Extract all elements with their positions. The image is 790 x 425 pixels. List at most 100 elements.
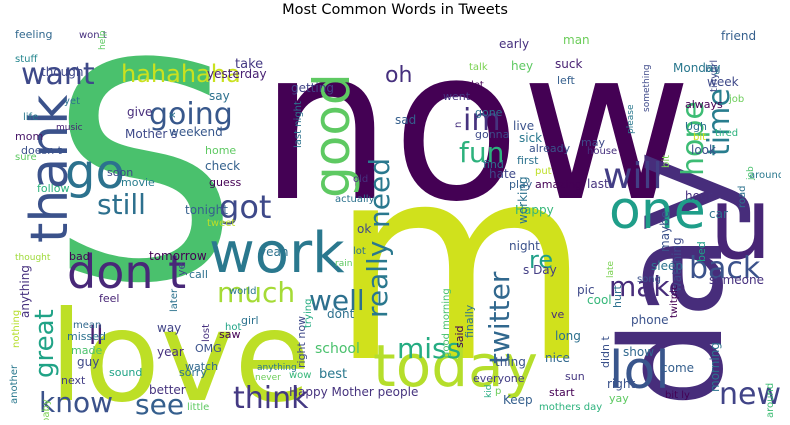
word-phone: phone	[631, 313, 669, 327]
word-stuff: stuff	[15, 54, 38, 65]
word-thank: thank	[20, 95, 80, 243]
word-rain: rain	[335, 259, 352, 269]
word-love: love	[49, 285, 311, 420]
word-please: please	[626, 104, 636, 134]
word-suck: suck	[555, 57, 582, 71]
word-yesterday: yesterday	[207, 67, 267, 81]
word-day: day	[592, 150, 755, 408]
vertical-word-layer: help nothing anything another ye later l…	[9, 30, 776, 420]
word-finish: find	[483, 158, 504, 171]
word-go: go	[65, 144, 125, 200]
word-bit: bit	[693, 132, 706, 143]
word-much: much	[217, 276, 295, 309]
word-sorry: sorry	[179, 366, 207, 379]
word-still: still	[97, 188, 146, 221]
word-world: world	[229, 286, 257, 297]
word-Happy-Mother-people: Happy Mother people	[289, 385, 418, 399]
word-put: put	[535, 166, 552, 177]
word-night: night	[509, 239, 540, 253]
word-job: job	[746, 166, 756, 181]
word-new: new	[719, 377, 781, 412]
word-bed: bed	[695, 241, 708, 262]
word-watching: watching	[670, 237, 684, 292]
word-right: right	[607, 377, 635, 391]
word-work: work	[209, 221, 345, 286]
word-hate: hate	[489, 167, 516, 181]
word-yet: yet	[64, 96, 80, 107]
word-week: week	[707, 75, 739, 89]
word-give: give	[127, 105, 152, 119]
word-going: going	[149, 97, 233, 132]
word-little: little	[187, 402, 209, 413]
word-lol: lol	[609, 341, 670, 401]
word-soon-2: job	[728, 94, 744, 105]
word-friend: friend	[721, 29, 756, 43]
word-gonna: gonna	[475, 128, 509, 141]
word-getting: getting	[291, 81, 334, 95]
word-feeling: feeling	[15, 28, 52, 41]
word-come: come	[661, 361, 694, 375]
word-early: early	[499, 37, 529, 51]
word-may: may	[581, 136, 605, 149]
word-went: went	[443, 90, 471, 103]
word-working: working	[516, 176, 530, 224]
word-x: x	[167, 112, 178, 118]
word-good: good	[303, 73, 361, 198]
word-im: im	[463, 103, 501, 138]
word-talk: talk	[469, 62, 488, 73]
word-bit-v: bit	[661, 155, 672, 168]
word-dont: dont	[327, 307, 355, 321]
word-see: see	[135, 388, 184, 420]
word-re: re	[529, 246, 553, 274]
word-made: made	[71, 344, 102, 357]
word-first: first	[517, 154, 539, 167]
word-mothers-day: mothers day	[539, 402, 602, 413]
word-lost: lost	[201, 324, 212, 342]
word-hour: hour	[685, 189, 713, 203]
word-someone: someone	[709, 273, 764, 287]
word-tonight: tonight	[185, 203, 228, 217]
small-word-layer: feeling won t stuff though yet life musi…	[15, 28, 781, 413]
word-bad: bad	[69, 250, 90, 263]
word-tinyurl: tinyurl	[709, 60, 720, 92]
word-car: car	[709, 207, 728, 221]
word-baby: baby	[41, 399, 52, 420]
word-nothing: nothing	[11, 310, 22, 348]
word-show: show	[623, 345, 654, 359]
word-right-now: right now	[295, 316, 308, 368]
word-take: take	[235, 57, 263, 72]
word-let: let	[471, 80, 484, 91]
word-next: next	[61, 374, 86, 387]
word-always: always	[685, 98, 723, 111]
word-thought: thought	[15, 253, 51, 263]
word-already: already	[529, 142, 571, 155]
word-Mother-s: Mother s	[125, 127, 177, 141]
word-never: never	[255, 373, 281, 383]
word-yay: yay	[609, 392, 629, 405]
word-u: u	[709, 165, 772, 282]
word-music: music	[56, 123, 83, 133]
word-tweet: tweet	[207, 218, 235, 229]
word-m: m	[329, 107, 592, 420]
word-old: old	[353, 174, 368, 185]
word-amazing: amazing	[535, 178, 582, 191]
word-left: left	[557, 74, 576, 87]
word-best: best	[319, 367, 347, 382]
word-check: check	[205, 159, 240, 173]
word-ve: ve	[551, 308, 565, 321]
word-though: though	[41, 65, 83, 79]
word-guy: guy	[77, 355, 99, 369]
word-mean: mean	[73, 320, 101, 331]
word-twitpic: twitpic	[669, 285, 680, 318]
word-got: got	[219, 188, 271, 226]
word-mom: mom	[15, 130, 43, 143]
word-weekend: weekend	[169, 125, 223, 139]
word-around: around	[749, 170, 781, 181]
word-cool: cool	[587, 293, 612, 307]
word-well: well	[309, 284, 365, 317]
word-way: way	[157, 321, 181, 335]
word-hot: hot	[225, 322, 241, 333]
word-want: want	[21, 57, 95, 92]
word-tired: tired	[715, 128, 738, 139]
